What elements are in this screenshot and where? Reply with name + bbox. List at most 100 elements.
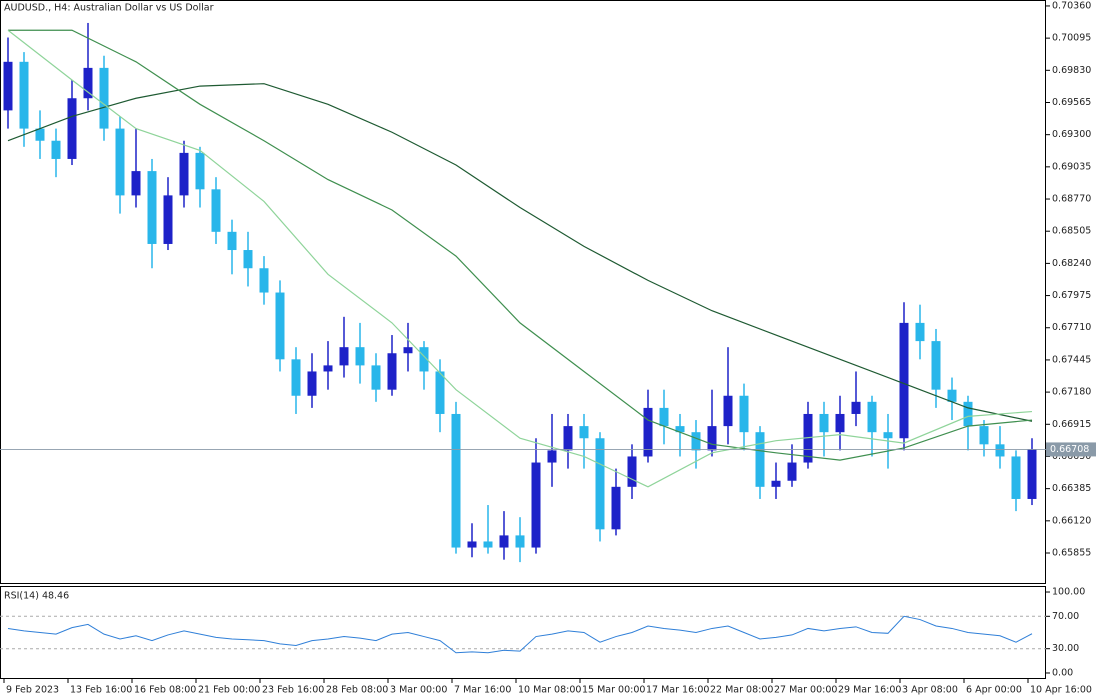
candle-body: [307, 371, 317, 396]
candle-body: [595, 438, 605, 530]
candle-body: [275, 292, 285, 360]
x-tick-label: 28 Feb 08:00: [326, 685, 388, 696]
rsi-tick-label: 30.00: [1052, 643, 1079, 654]
candle-body: [419, 347, 429, 372]
x-tick-label: 6 Apr 00:00: [966, 685, 1022, 696]
x-tick-label: 22 Mar 08:00: [710, 685, 773, 696]
candle-body: [195, 152, 205, 190]
y-tick-label: 0.65855: [1052, 548, 1091, 559]
candle-body: [451, 413, 461, 548]
candle-body: [899, 322, 909, 439]
candle-body: [115, 128, 125, 196]
candle-body: [723, 395, 733, 427]
candle-body: [963, 401, 973, 427]
y-tick-label: 0.67180: [1052, 387, 1091, 398]
x-tick-label: 17 Mar 16:00: [646, 685, 709, 696]
candle-body: [35, 128, 45, 141]
candle-body: [163, 195, 173, 244]
x-tick-label: 9 Feb 2023: [6, 685, 59, 696]
candle-body: [883, 432, 893, 439]
candle-body: [403, 347, 413, 354]
candle-body: [931, 341, 941, 390]
y-tick-label: 0.70360: [1052, 0, 1091, 11]
y-tick-label: 0.68505: [1052, 226, 1091, 237]
y-tick-label: 0.67975: [1052, 290, 1091, 301]
rsi-panel: [0, 586, 1046, 679]
moving-average: [8, 29, 1033, 461]
y-tick-label: 0.66120: [1052, 515, 1091, 526]
moving-average: [7, 29, 1033, 488]
candle-body: [83, 67, 93, 99]
candle-body: [675, 426, 685, 433]
x-tick-label: 10 Apr 16:00: [1030, 685, 1092, 696]
y-tick-label: 0.68240: [1052, 258, 1091, 269]
candle-body: [835, 413, 845, 433]
candle-body: [339, 347, 349, 366]
x-tick-label: 21 Feb 00:00: [198, 685, 260, 696]
candle-body: [531, 462, 541, 548]
x-tick-label: 7 Mar 16:00: [454, 685, 511, 696]
candle-body: [803, 413, 813, 463]
rsi-tick-label: 70.00: [1052, 611, 1079, 622]
candle-body: [547, 450, 557, 463]
candle-body: [355, 347, 365, 366]
y-tick-label: 0.67710: [1052, 322, 1091, 333]
x-tick-label: 3 Apr 08:00: [902, 685, 958, 696]
candle-body: [147, 171, 157, 244]
candle-body: [995, 444, 1005, 457]
y-tick-label: 0.66915: [1052, 419, 1091, 430]
candle-body: [1011, 456, 1021, 499]
candle-body: [131, 171, 141, 196]
candle-body: [515, 535, 525, 548]
candle-body: [499, 535, 509, 548]
candle-body: [627, 456, 637, 487]
y-tick-label: 0.66385: [1052, 483, 1091, 494]
chart-title: AUDUSD., H4: Australian Dollar vs US Dol…: [4, 3, 214, 14]
candle-body: [915, 322, 925, 342]
rsi-tick-label: 0.00: [1052, 667, 1073, 678]
y-tick-label: 0.69830: [1052, 65, 1091, 76]
candle-body: [755, 432, 765, 487]
candle-body: [67, 98, 77, 159]
x-tick-label: 16 Feb 08:00: [134, 685, 196, 696]
candle-body: [211, 189, 221, 232]
x-tick-label: 15 Mar 00:00: [582, 685, 645, 696]
x-tick-label: 27 Mar 00:00: [774, 685, 837, 696]
rsi-line: [7, 615, 1033, 654]
candle-body: [435, 371, 445, 414]
candle-body: [851, 401, 861, 414]
candle-body: [3, 61, 13, 111]
candle-body: [179, 152, 189, 196]
last-price-box: [1046, 442, 1096, 457]
candle-body: [707, 426, 717, 451]
y-tick-label: 0.69300: [1052, 129, 1091, 140]
last-price-label: 0.66708: [1050, 444, 1089, 455]
candle-body: [771, 480, 781, 487]
candle-body: [19, 61, 29, 129]
x-tick-label: 23 Feb 16:00: [262, 685, 324, 696]
y-tick-label: 0.70095: [1052, 33, 1091, 44]
candle-body: [867, 401, 877, 433]
candle-body: [611, 486, 621, 530]
x-tick-label: 3 Mar 00:00: [390, 685, 447, 696]
candle-body: [979, 426, 989, 445]
candle-body: [259, 268, 269, 293]
rsi-label: RSI(14) 48.46: [4, 591, 69, 602]
candle-body: [243, 250, 253, 269]
candle-body: [387, 353, 397, 390]
x-tick-label: 13 Feb 16:00: [70, 685, 132, 696]
candle-body: [467, 541, 477, 548]
y-tick-label: 0.66650: [1052, 451, 1091, 462]
candle-body: [563, 426, 573, 451]
candle-body: [691, 432, 701, 451]
candle-body: [51, 140, 61, 159]
candle-body: [947, 389, 957, 402]
x-tick-label: 10 Mar 08:00: [518, 685, 581, 696]
candle-body: [227, 231, 237, 251]
rsi-tick-label: 100.00: [1052, 587, 1085, 598]
y-tick-label: 0.69035: [1052, 161, 1091, 172]
candle-body: [291, 359, 301, 396]
candle-body: [643, 407, 653, 457]
y-tick-label: 0.68770: [1052, 194, 1091, 205]
